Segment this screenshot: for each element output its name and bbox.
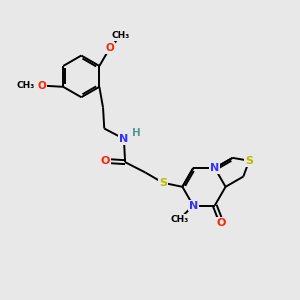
Text: O: O — [37, 81, 46, 91]
Text: S: S — [159, 178, 167, 188]
Text: N: N — [210, 163, 219, 173]
Text: O: O — [105, 43, 114, 53]
Text: H: H — [132, 128, 140, 138]
Text: S: S — [245, 156, 253, 166]
Text: N: N — [119, 134, 128, 144]
Text: CH₃: CH₃ — [171, 214, 189, 224]
Text: N: N — [189, 200, 198, 211]
Text: O: O — [217, 218, 226, 228]
Text: O: O — [100, 156, 110, 166]
Text: CH₃: CH₃ — [112, 31, 130, 40]
Text: CH₃: CH₃ — [16, 81, 35, 90]
